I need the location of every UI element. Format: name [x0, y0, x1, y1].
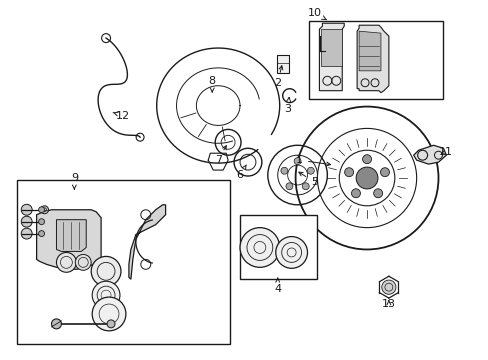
Circle shape: [344, 168, 353, 177]
Circle shape: [75, 255, 91, 270]
Text: 7: 7: [214, 146, 226, 165]
Circle shape: [39, 207, 44, 213]
Circle shape: [39, 231, 44, 237]
Circle shape: [41, 206, 48, 214]
Circle shape: [91, 256, 121, 286]
Circle shape: [293, 158, 301, 165]
Text: 12: 12: [113, 111, 130, 121]
Text: 9: 9: [71, 173, 78, 189]
Text: 5: 5: [298, 172, 317, 187]
Text: 6: 6: [236, 165, 246, 180]
Bar: [276, 55, 288, 73]
Text: 8: 8: [208, 76, 215, 92]
Circle shape: [51, 319, 61, 329]
Circle shape: [107, 320, 115, 328]
Circle shape: [92, 281, 120, 309]
Circle shape: [373, 189, 382, 198]
Bar: [309, 21, 443, 99]
Circle shape: [21, 204, 32, 215]
Bar: [240, 215, 317, 279]
Circle shape: [380, 168, 388, 177]
Text: 2: 2: [274, 66, 282, 88]
Polygon shape: [37, 210, 101, 269]
Polygon shape: [413, 145, 446, 164]
Circle shape: [355, 167, 377, 189]
Circle shape: [362, 155, 371, 164]
Circle shape: [280, 167, 287, 174]
Circle shape: [302, 183, 308, 190]
Text: 10: 10: [307, 8, 326, 20]
Polygon shape: [356, 25, 388, 93]
Polygon shape: [56, 220, 86, 251]
Text: 1: 1: [295, 155, 330, 166]
Circle shape: [39, 219, 44, 225]
Text: 3: 3: [284, 98, 290, 113]
Circle shape: [275, 237, 307, 268]
Circle shape: [351, 189, 360, 198]
Polygon shape: [321, 29, 342, 66]
Polygon shape: [358, 31, 380, 71]
Polygon shape: [129, 205, 165, 279]
Circle shape: [92, 297, 126, 331]
Text: 13: 13: [381, 299, 395, 309]
Circle shape: [21, 228, 32, 239]
Text: 11: 11: [438, 147, 451, 157]
Circle shape: [240, 228, 279, 267]
Polygon shape: [319, 23, 344, 91]
Circle shape: [285, 183, 292, 190]
Circle shape: [56, 252, 76, 272]
Text: 4: 4: [274, 278, 281, 294]
Circle shape: [306, 167, 314, 174]
Bar: [17, 180, 230, 344]
Circle shape: [381, 280, 395, 294]
Circle shape: [21, 216, 32, 227]
